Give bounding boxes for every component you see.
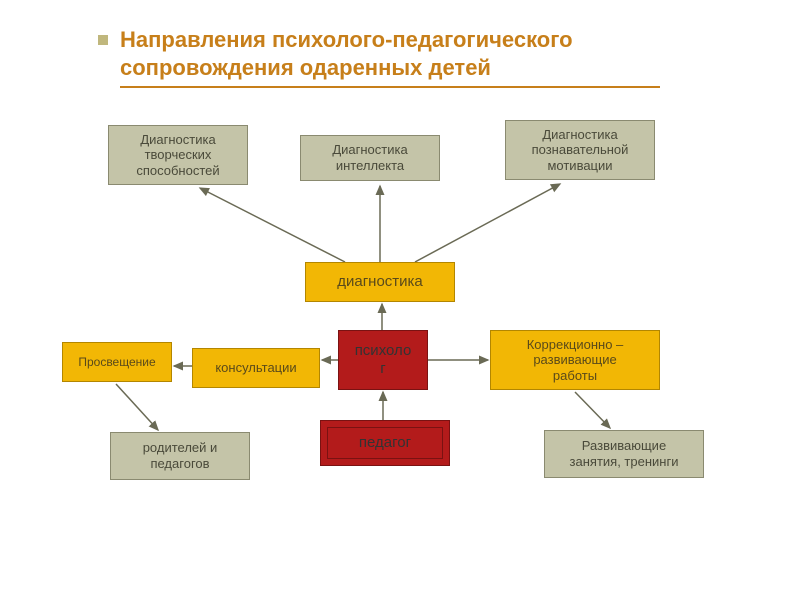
node-consult: консультации (192, 348, 320, 388)
page-title: Направления психолого-педагогического со… (120, 26, 573, 81)
node-diagnostika: диагностика (305, 262, 455, 302)
node-psycholog: психолог (338, 330, 428, 390)
node-corrective: Коррекционно –развивающиеработы (490, 330, 660, 390)
title-underline (120, 86, 660, 88)
title-line1: Направления психолого-педагогического (120, 27, 573, 52)
title-line2: сопровождения одаренных детей (120, 55, 491, 80)
node-diag_motiv: Диагностикапознавательноймотивации (505, 120, 655, 180)
node-pedagog: педагог (320, 420, 450, 466)
node-enlighten: Просвещение (62, 342, 172, 382)
node-parents: родителей ипедагогов (110, 432, 250, 480)
node-trainings: Развивающиезанятия, тренинги (544, 430, 704, 478)
node-diag_creative: Диагностикатворческихспособностей (108, 125, 248, 185)
node-diag_intellect: Диагностикаинтеллекта (300, 135, 440, 181)
title-bullet (98, 35, 108, 45)
